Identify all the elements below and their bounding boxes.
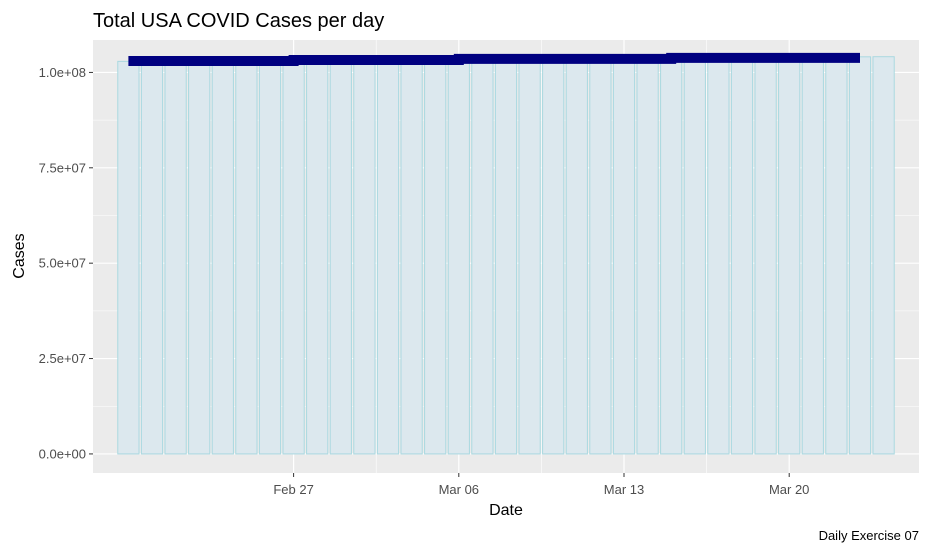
bar	[282, 59, 305, 455]
bar	[494, 58, 518, 455]
y-tick-label: 7.5e+07	[39, 160, 86, 175]
x-axis: Feb 27 Mar 06 Mar 13 Mar 20	[273, 473, 809, 497]
bar	[683, 57, 706, 455]
bar	[329, 59, 352, 455]
bar	[707, 57, 730, 455]
bar	[825, 56, 848, 455]
bars	[117, 56, 895, 455]
bar	[754, 56, 777, 455]
bar	[211, 60, 234, 455]
chart-caption: Daily Exercise 07	[819, 528, 919, 543]
bar	[589, 57, 612, 455]
x-tick-label: Mar 20	[769, 482, 809, 497]
bar	[376, 58, 400, 455]
bar	[235, 59, 258, 455]
bar	[447, 58, 470, 455]
bar	[164, 60, 187, 455]
bar	[471, 58, 494, 455]
bar	[424, 58, 447, 455]
bar	[730, 56, 754, 455]
bar	[306, 59, 329, 455]
bar	[612, 57, 636, 455]
x-axis-title: Date	[489, 502, 523, 519]
y-tick-label: 1.0e+08	[39, 65, 86, 80]
bar	[117, 60, 140, 455]
bar	[872, 56, 895, 455]
bar	[188, 60, 211, 455]
bar	[353, 59, 376, 455]
y-tick-label: 0.0e+00	[39, 446, 86, 461]
y-tick-label: 2.5e+07	[39, 351, 86, 366]
y-axis: 0.0e+00 2.5e+07 5.0e+07 7.5e+07 1.0e+08	[39, 65, 93, 461]
bar	[660, 57, 683, 455]
bar	[400, 58, 423, 455]
bar	[778, 56, 801, 455]
x-tick-label: Mar 06	[439, 482, 479, 497]
line-series	[128, 52, 860, 66]
bar	[636, 57, 659, 455]
cases-line	[128, 52, 860, 66]
bar	[542, 57, 565, 455]
y-axis-title: Cases	[11, 233, 28, 278]
chart-title: Total USA COVID Cases per day	[93, 10, 384, 32]
bar	[258, 59, 282, 455]
bar	[848, 56, 872, 455]
y-tick-label: 5.0e+07	[39, 256, 86, 271]
bar	[565, 57, 588, 455]
bar	[518, 58, 541, 455]
bar	[801, 56, 824, 455]
x-tick-label: Feb 27	[273, 482, 313, 497]
x-tick-label: Mar 13	[604, 482, 644, 497]
bar	[140, 60, 164, 455]
